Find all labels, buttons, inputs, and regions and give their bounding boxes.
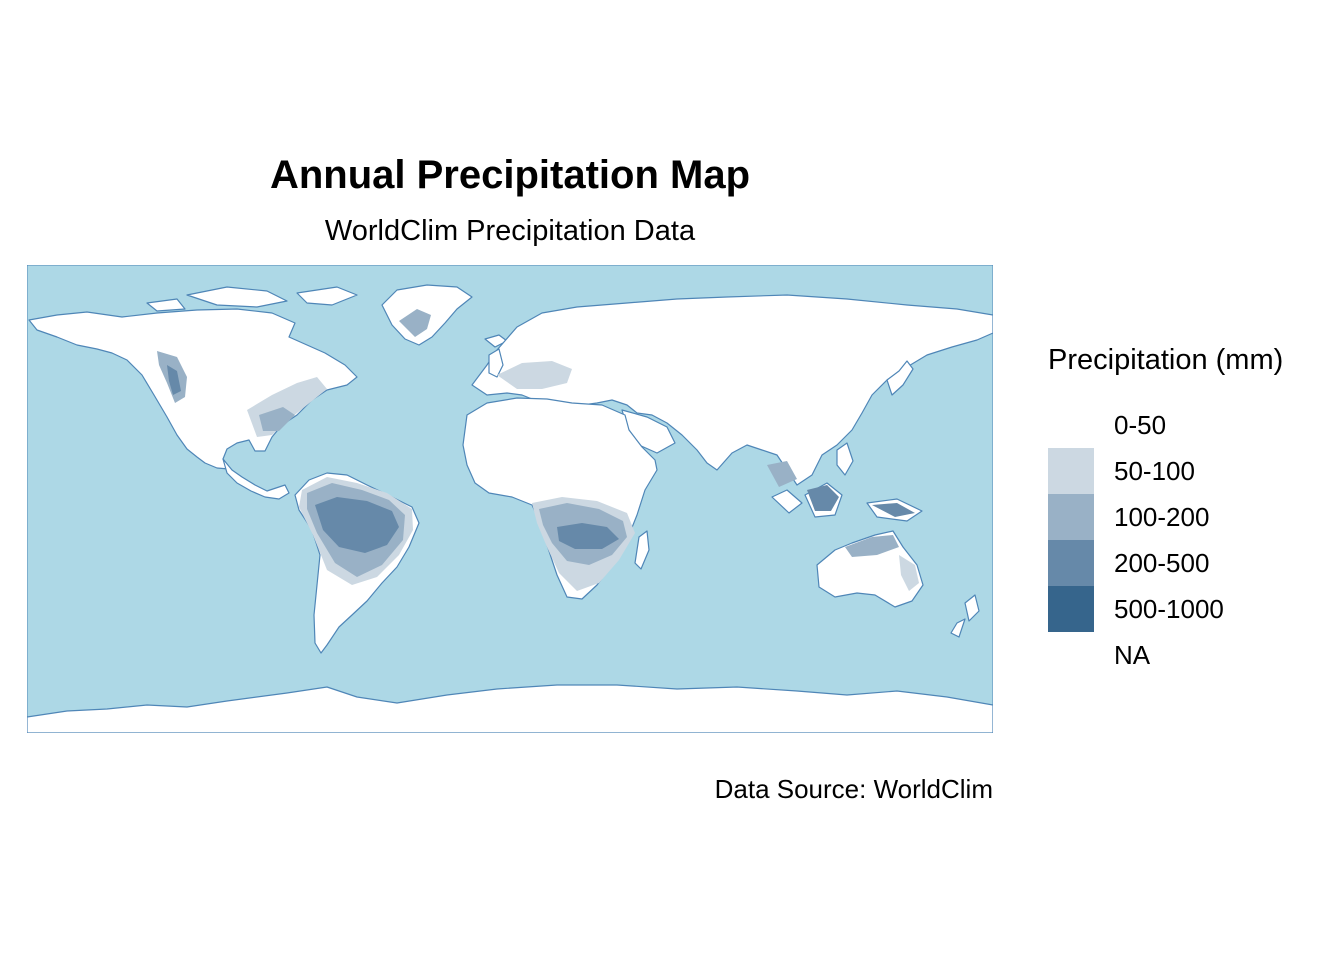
legend-key [1048,494,1094,540]
central-america-land [222,458,290,500]
precip-na-northwest-high [167,365,181,395]
precip-europe-light [497,361,572,389]
madagascar-land [634,530,650,570]
legend-label: 100-200 [1114,502,1210,532]
legend-label: 50-100 [1114,456,1195,486]
map-title: Annual Precipitation Map [269,153,751,197]
legend-label: 500-1000 [1114,594,1224,624]
map-subtitle: WorldClim Precipitation Data [324,215,696,247]
legend-item: 50-100 [1048,448,1338,494]
precip-congo-high [557,523,619,549]
arctic-islands [146,286,358,312]
antarctica-land [27,684,993,733]
legend-key [1048,632,1094,678]
legend-title: Precipitation (mm) [1048,344,1284,376]
precipitation-layer [157,309,919,591]
legend-label: NA [1114,640,1151,670]
legend-item: 500-1000 [1048,586,1338,632]
precip-maritime-se-asia-high [807,485,915,517]
eurasia-land [471,294,993,486]
legend-key [1048,586,1094,632]
legend-key [1048,448,1094,494]
legend: Precipitation (mm) 0-50 50-100 100-200 2… [1048,340,1338,678]
australia-land [816,530,924,608]
precip-australia-east [899,555,919,591]
legend-item: 100-200 [1048,494,1338,540]
legend-label: 0-50 [1114,410,1167,440]
britain-land [488,348,504,378]
legend-item: 0-50 [1048,402,1338,448]
legend-label: 200-500 [1114,548,1210,578]
legend-key [1048,402,1094,448]
new-zealand-land [950,594,980,638]
legend-item: 200-500 [1048,540,1338,586]
legend-item: NA [1048,632,1338,678]
precip-na-southeast-mid [259,407,295,431]
sumatra-land [771,489,803,514]
world-map [27,265,993,733]
legend-key [1048,540,1094,586]
precip-greenland-south [399,309,431,337]
precip-amazon-high [315,497,399,553]
data-source-caption: Data Source: WorldClim [714,774,993,804]
japan-land [886,360,914,396]
philippines-land [836,442,854,476]
precip-australia-north [845,535,899,557]
precip-south-asia-mid [767,461,797,487]
world-map-svg [27,265,993,733]
